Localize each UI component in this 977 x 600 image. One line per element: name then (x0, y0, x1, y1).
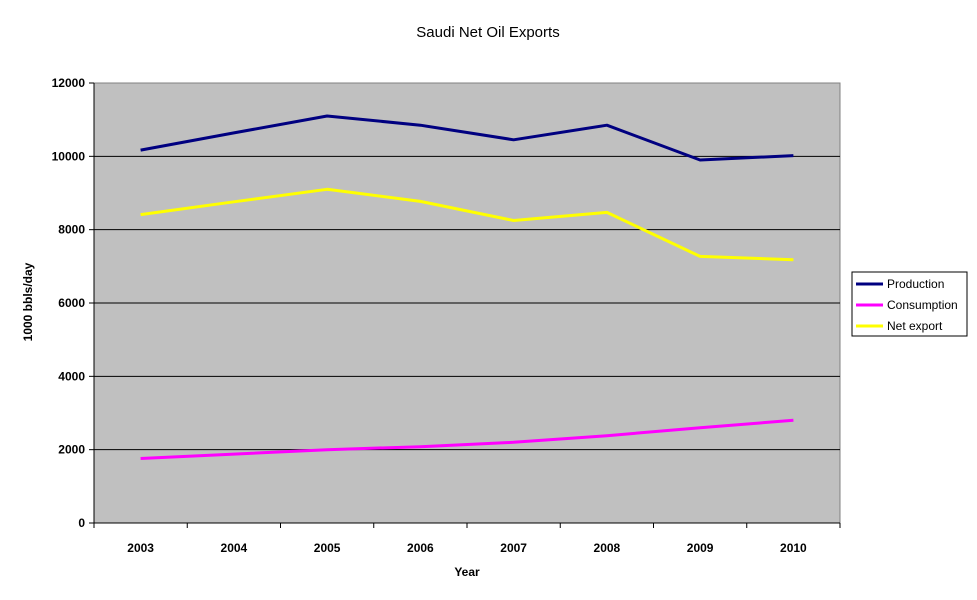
y-tick-label: 0 (78, 516, 85, 530)
series-line-production (140, 114, 794, 162)
x-tick-label: 2005 (314, 541, 341, 555)
axes (89, 82, 841, 528)
x-tick-label: 2009 (687, 541, 714, 555)
y-tick-label: 8000 (58, 223, 85, 237)
y-tick-label: 2000 (58, 443, 85, 457)
x-tick-label: 2007 (500, 541, 527, 555)
x-tick-label: 2004 (221, 541, 248, 555)
y-axis-title: 1000 bbls/day (21, 262, 35, 341)
legend: Production Consumption Net export (851, 271, 968, 337)
y-tick-label: 6000 (58, 296, 85, 310)
x-tick-label: 2006 (407, 541, 434, 555)
y-tick-label: 10000 (52, 149, 86, 163)
x-tick-labels: 2003 2004 2005 2006 2007 2008 2009 2010 (127, 541, 807, 555)
x-tick-label: 2008 (594, 541, 621, 555)
legend-label: Consumption (887, 298, 958, 312)
x-axis-title: Year (454, 565, 480, 579)
y-tick-label: 12000 (52, 76, 86, 90)
x-tick-label: 2010 (780, 541, 807, 555)
series-line-consumption (140, 418, 794, 460)
y-tick-label: 4000 (58, 369, 85, 383)
grid-lines (94, 155, 840, 451)
series-lines (140, 114, 794, 460)
chart-title: Saudi Net Oil Exports (416, 24, 559, 41)
series-line-net-export (140, 187, 794, 262)
legend-label: Net export (887, 319, 943, 333)
x-tick-label: 2003 (127, 541, 154, 555)
legend-label: Production (887, 277, 944, 291)
y-tick-labels: 0 2000 4000 6000 8000 10000 12000 (52, 76, 86, 530)
